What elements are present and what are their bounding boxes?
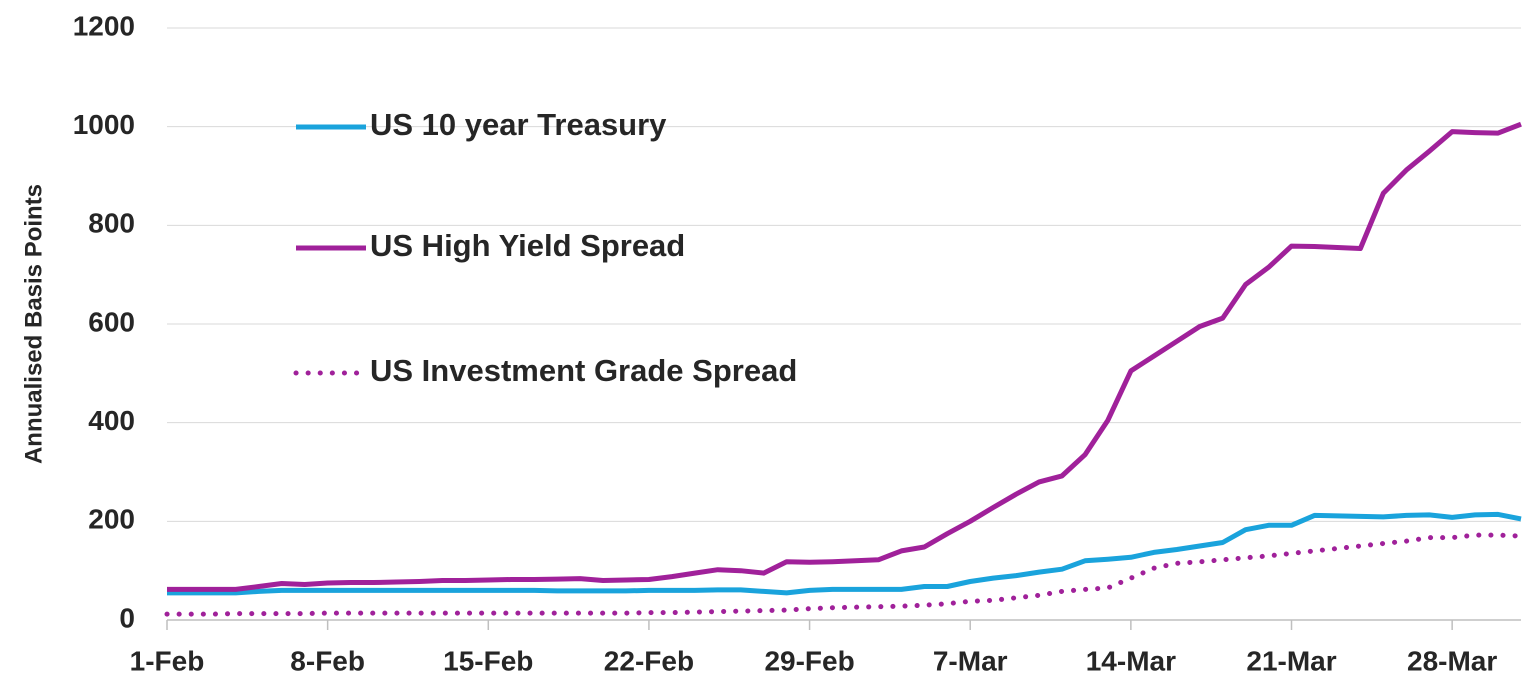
y-tick-label: 1000: [73, 109, 135, 140]
y-tick-label: 1200: [73, 10, 135, 41]
x-tick-label: 15-Feb: [443, 645, 533, 676]
y-tick-label: 600: [88, 306, 135, 337]
legend-label: US High Yield Spread: [370, 228, 685, 263]
series-line: [164, 532, 1523, 617]
y-tick-label: 0: [119, 602, 135, 633]
x-tick-label: 14-Mar: [1086, 645, 1176, 676]
y-tick-label: 800: [88, 208, 135, 239]
x-tick-label: 28-Mar: [1407, 645, 1497, 676]
series-line: [167, 121, 1522, 592]
legend-label: US 10 year Treasury: [370, 107, 667, 142]
y-tick-label: 200: [88, 504, 135, 535]
x-tick-label: 8-Feb: [290, 645, 365, 676]
series-line: [167, 511, 1522, 596]
y-axis-title: Annualised Basis Points: [20, 184, 47, 464]
x-tick-label: 7-Mar: [933, 645, 1008, 676]
x-tick-label: 22-Feb: [604, 645, 694, 676]
y-tick-label: 400: [88, 405, 135, 436]
x-tick-label: 29-Feb: [764, 645, 854, 676]
x-tick-label: 1-Feb: [130, 645, 205, 676]
legend-label: US Investment Grade Spread: [370, 353, 797, 388]
x-tick-label: 21-Mar: [1246, 645, 1336, 676]
